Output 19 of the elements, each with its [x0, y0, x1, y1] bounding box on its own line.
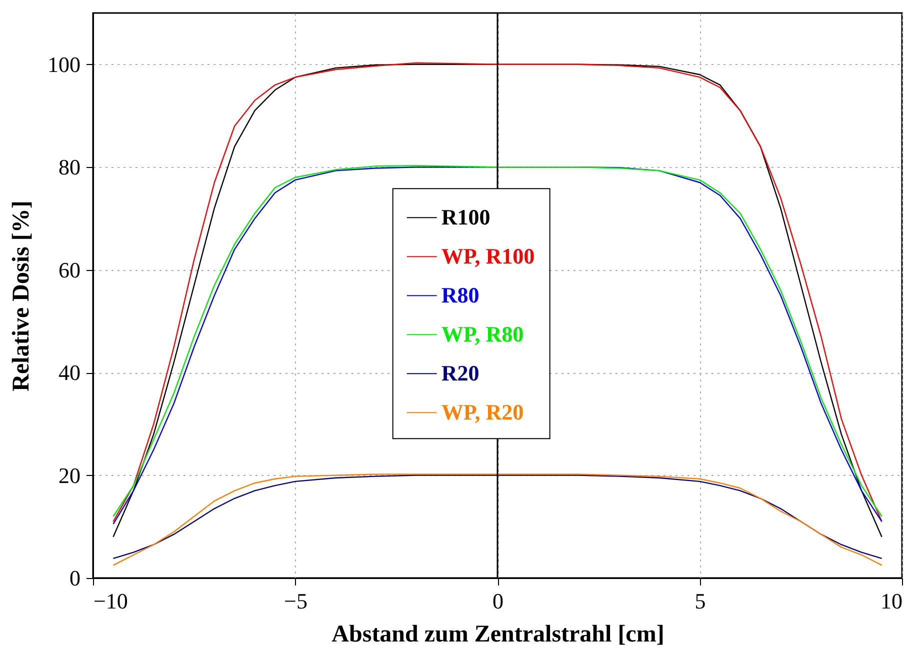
legend-label: R100: [441, 204, 490, 230]
legend-label: R80: [441, 282, 480, 308]
x-tick-label: 10: [880, 588, 902, 614]
x-tick-label: 0: [492, 588, 504, 614]
y-tick-label: 60: [58, 257, 80, 282]
y-tick-label: 80: [58, 154, 80, 180]
y-tick-label: 40: [58, 360, 80, 386]
x-tick-label: −5: [284, 588, 308, 614]
legend-label: WP, R20: [441, 400, 524, 425]
legend-label: WP, R80: [441, 322, 524, 347]
y-tick-label: 100: [48, 52, 80, 77]
x-tick-label: −10: [94, 588, 128, 614]
legend-label: WP, R100: [441, 244, 535, 269]
y-tick-label: 0: [70, 566, 80, 590]
x-tick-label: 5: [694, 588, 706, 614]
x-axis-title: Abstand zum Zentralstrahl [cm]: [332, 622, 664, 648]
y-axis-title: Relative Dosis [%]: [8, 200, 34, 392]
y-tick-label: 20: [58, 462, 80, 488]
legend-label: R20: [441, 360, 480, 386]
